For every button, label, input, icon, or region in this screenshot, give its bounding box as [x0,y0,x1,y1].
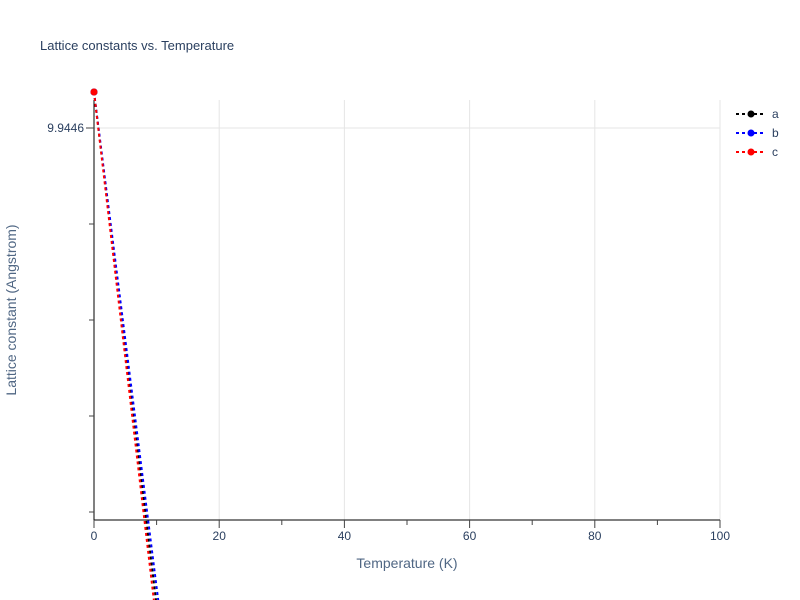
x-tick-label: 40 [338,529,352,543]
x-tick-label: 60 [463,529,477,543]
x-tick-label: 0 [91,529,98,543]
svg-text:c: c [772,145,778,159]
x-tick-label: 80 [588,529,602,543]
data-point[interactable] [90,88,98,96]
series-c [90,88,155,600]
legend-item-b[interactable]: b [736,126,779,140]
legend-item-c[interactable]: c [736,145,778,159]
x-axis-label: Temperature (K) [356,555,457,571]
x-tick-label: 100 [710,529,730,543]
svg-text:b: b [772,126,779,140]
legend-item-a[interactable]: a [736,107,779,121]
x-tick-label: 20 [213,529,227,543]
svg-text:a: a [772,107,779,121]
y-tick-label: 9.9446 [47,121,84,135]
y-axis-label: Lattice constant (Angstrom) [3,224,19,395]
chart-title: Lattice constants vs. Temperature [40,38,235,53]
